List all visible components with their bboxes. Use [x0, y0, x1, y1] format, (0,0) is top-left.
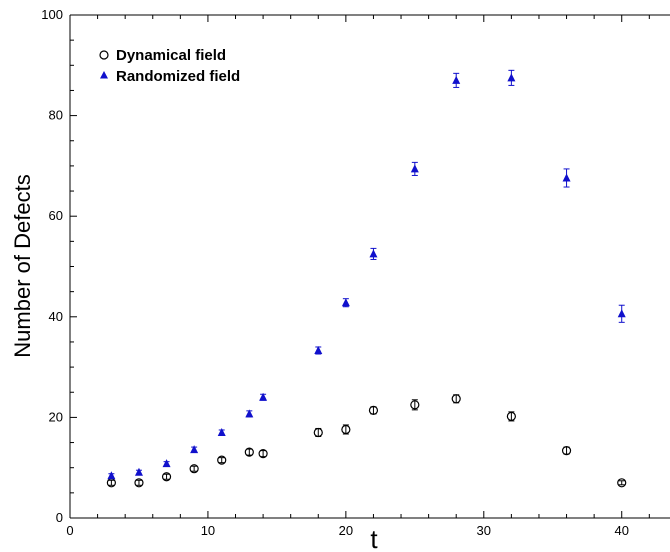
x-tick-label: 40: [614, 523, 628, 538]
axis-ticks: [69, 14, 650, 519]
data-point-dynamical: [341, 424, 351, 435]
tick-labels: 0 10 20 30 40 0 20 40 60 80 100: [41, 7, 629, 538]
x-tick-label: 30: [477, 523, 491, 538]
y-tick-label: 80: [49, 108, 63, 123]
legend-marker-dynamical: [99, 50, 109, 60]
y-tick-label: 100: [41, 7, 63, 22]
data-point-randomized: [245, 409, 254, 418]
legend-label-randomized: Randomized field: [116, 68, 240, 85]
y-tick-label: 60: [49, 208, 63, 223]
data-point-dynamical: [244, 447, 254, 457]
data-point-randomized: [369, 249, 378, 258]
data-point-randomized: [314, 346, 323, 355]
legend-label-dynamical: Dynamical field: [116, 47, 226, 64]
data-point-randomized: [507, 73, 516, 82]
data-point-randomized: [341, 298, 350, 307]
data-point-randomized: [452, 75, 461, 84]
data-point-dynamical: [368, 405, 379, 415]
data-point-dynamical: [506, 411, 516, 421]
data-point-dynamical: [189, 464, 199, 474]
data-point-dynamical: [161, 472, 172, 482]
data-point-dynamical: [451, 394, 461, 404]
data-point-randomized: [259, 392, 268, 401]
data-point-dynamical: [313, 427, 323, 438]
y-tick-label: 20: [49, 409, 63, 424]
data-point-dynamical: [134, 478, 144, 488]
data-point-randomized: [617, 309, 626, 318]
data-point-randomized: [134, 467, 143, 476]
data-points: [106, 73, 627, 488]
x-tick-label: 10: [201, 523, 215, 538]
y-tick-label: 0: [56, 510, 63, 525]
data-point-randomized: [410, 164, 419, 173]
data-point-randomized: [107, 471, 116, 480]
data-point-dynamical: [617, 478, 627, 488]
x-tick-label: 20: [339, 523, 353, 538]
plot-frame: [69, 14, 670, 519]
data-point-randomized: [562, 173, 571, 182]
x-axis-title: t: [370, 524, 378, 552]
error-bars: [108, 69, 625, 486]
y-tick-label: 40: [49, 309, 63, 324]
data-point-dynamical: [217, 455, 227, 465]
data-point-randomized: [162, 459, 171, 468]
data-point-randomized: [217, 427, 226, 436]
y-axis-title: Number of Defects: [10, 174, 35, 357]
data-point-dynamical: [258, 449, 268, 459]
legend: Dynamical field Randomized field: [99, 47, 240, 85]
data-point-dynamical: [561, 445, 572, 456]
legend-marker-randomized: [100, 71, 108, 79]
x-tick-label: 0: [66, 523, 73, 538]
data-point-randomized: [190, 445, 199, 454]
data-point-dynamical: [410, 400, 420, 410]
